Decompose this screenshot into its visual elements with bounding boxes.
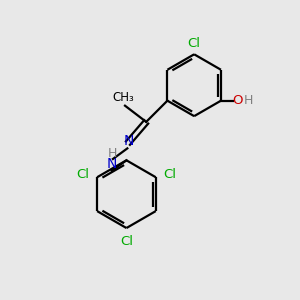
Text: Cl: Cl [164, 168, 176, 181]
Text: N: N [106, 157, 117, 171]
Text: N: N [124, 134, 134, 148]
Text: H: H [244, 94, 254, 107]
Text: Cl: Cl [76, 168, 89, 181]
Text: O: O [232, 94, 243, 107]
Text: CH₃: CH₃ [112, 91, 134, 104]
Text: Cl: Cl [188, 37, 201, 50]
Text: Cl: Cl [120, 235, 133, 248]
Text: H: H [108, 147, 117, 160]
